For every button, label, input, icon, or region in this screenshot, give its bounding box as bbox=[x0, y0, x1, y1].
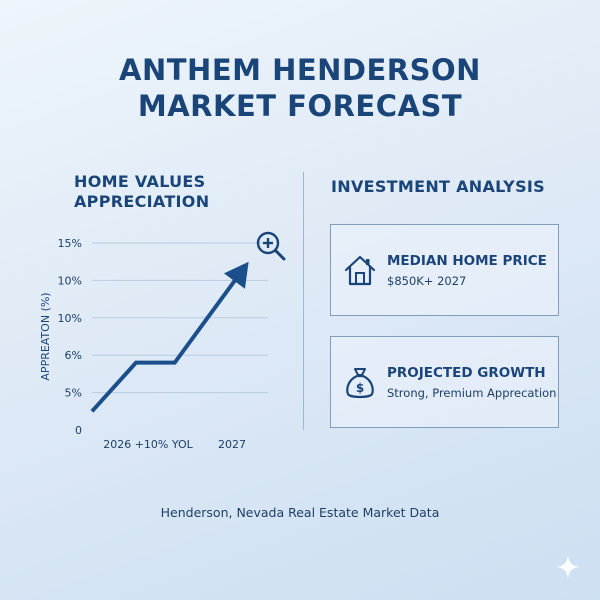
svg-text:$: $ bbox=[356, 381, 364, 395]
sparkle-icon bbox=[556, 555, 580, 579]
investment-panel-title: INVESTMENT ANALYSIS bbox=[331, 177, 545, 196]
zoom-in-icon bbox=[256, 231, 286, 261]
median-price-title: MEDIAN HOME PRICE bbox=[387, 253, 547, 269]
projected-growth-text: Strong, Premium Apprecation bbox=[387, 386, 557, 400]
page-title-line1: ANTHEM HENDERSON bbox=[119, 53, 481, 87]
footer-source: Henderson, Nevada Real Estate Market Dat… bbox=[160, 505, 440, 520]
projected-growth-title: PROJECTED GROWTH bbox=[387, 365, 546, 381]
median-price-value: $850K+ 2027 bbox=[387, 274, 467, 288]
y-tick-label: 15% bbox=[58, 237, 82, 250]
page-title: ANTHEM HENDERSON MARKET FORECAST bbox=[0, 52, 600, 124]
y-tick-label: 10% bbox=[58, 274, 82, 287]
projected-growth-card: $ PROJECTED GROWTH Strong, Premium Appre… bbox=[330, 336, 559, 428]
series-line bbox=[90, 278, 238, 413]
y-axis-label: APPREATON (%) bbox=[39, 292, 52, 380]
chart-panel-title: HOME VALUES APPRECIATION bbox=[74, 172, 209, 212]
chart-panel-title-line2: APPRECIATION bbox=[74, 192, 210, 211]
y-tick-label: 10% bbox=[58, 312, 82, 325]
money-bag-icon: $ bbox=[346, 368, 374, 399]
median-price-card: MEDIAN HOME PRICE $850K+ 2027 bbox=[330, 224, 559, 316]
house-icon bbox=[344, 255, 376, 286]
panel-divider bbox=[303, 172, 304, 430]
arrow-head bbox=[223, 261, 249, 289]
page-title-line2: MARKET FORECAST bbox=[137, 89, 463, 123]
x-tick-label: 2026 +10% YOL bbox=[103, 438, 193, 451]
chart-panel-title-line1: HOME VALUES bbox=[74, 172, 206, 191]
y-tick-label: 6% bbox=[65, 349, 82, 362]
x-tick-label: 2027 bbox=[218, 438, 246, 451]
y-tick-label: 5% bbox=[65, 387, 82, 400]
y-tick-label: 0 bbox=[75, 424, 82, 437]
